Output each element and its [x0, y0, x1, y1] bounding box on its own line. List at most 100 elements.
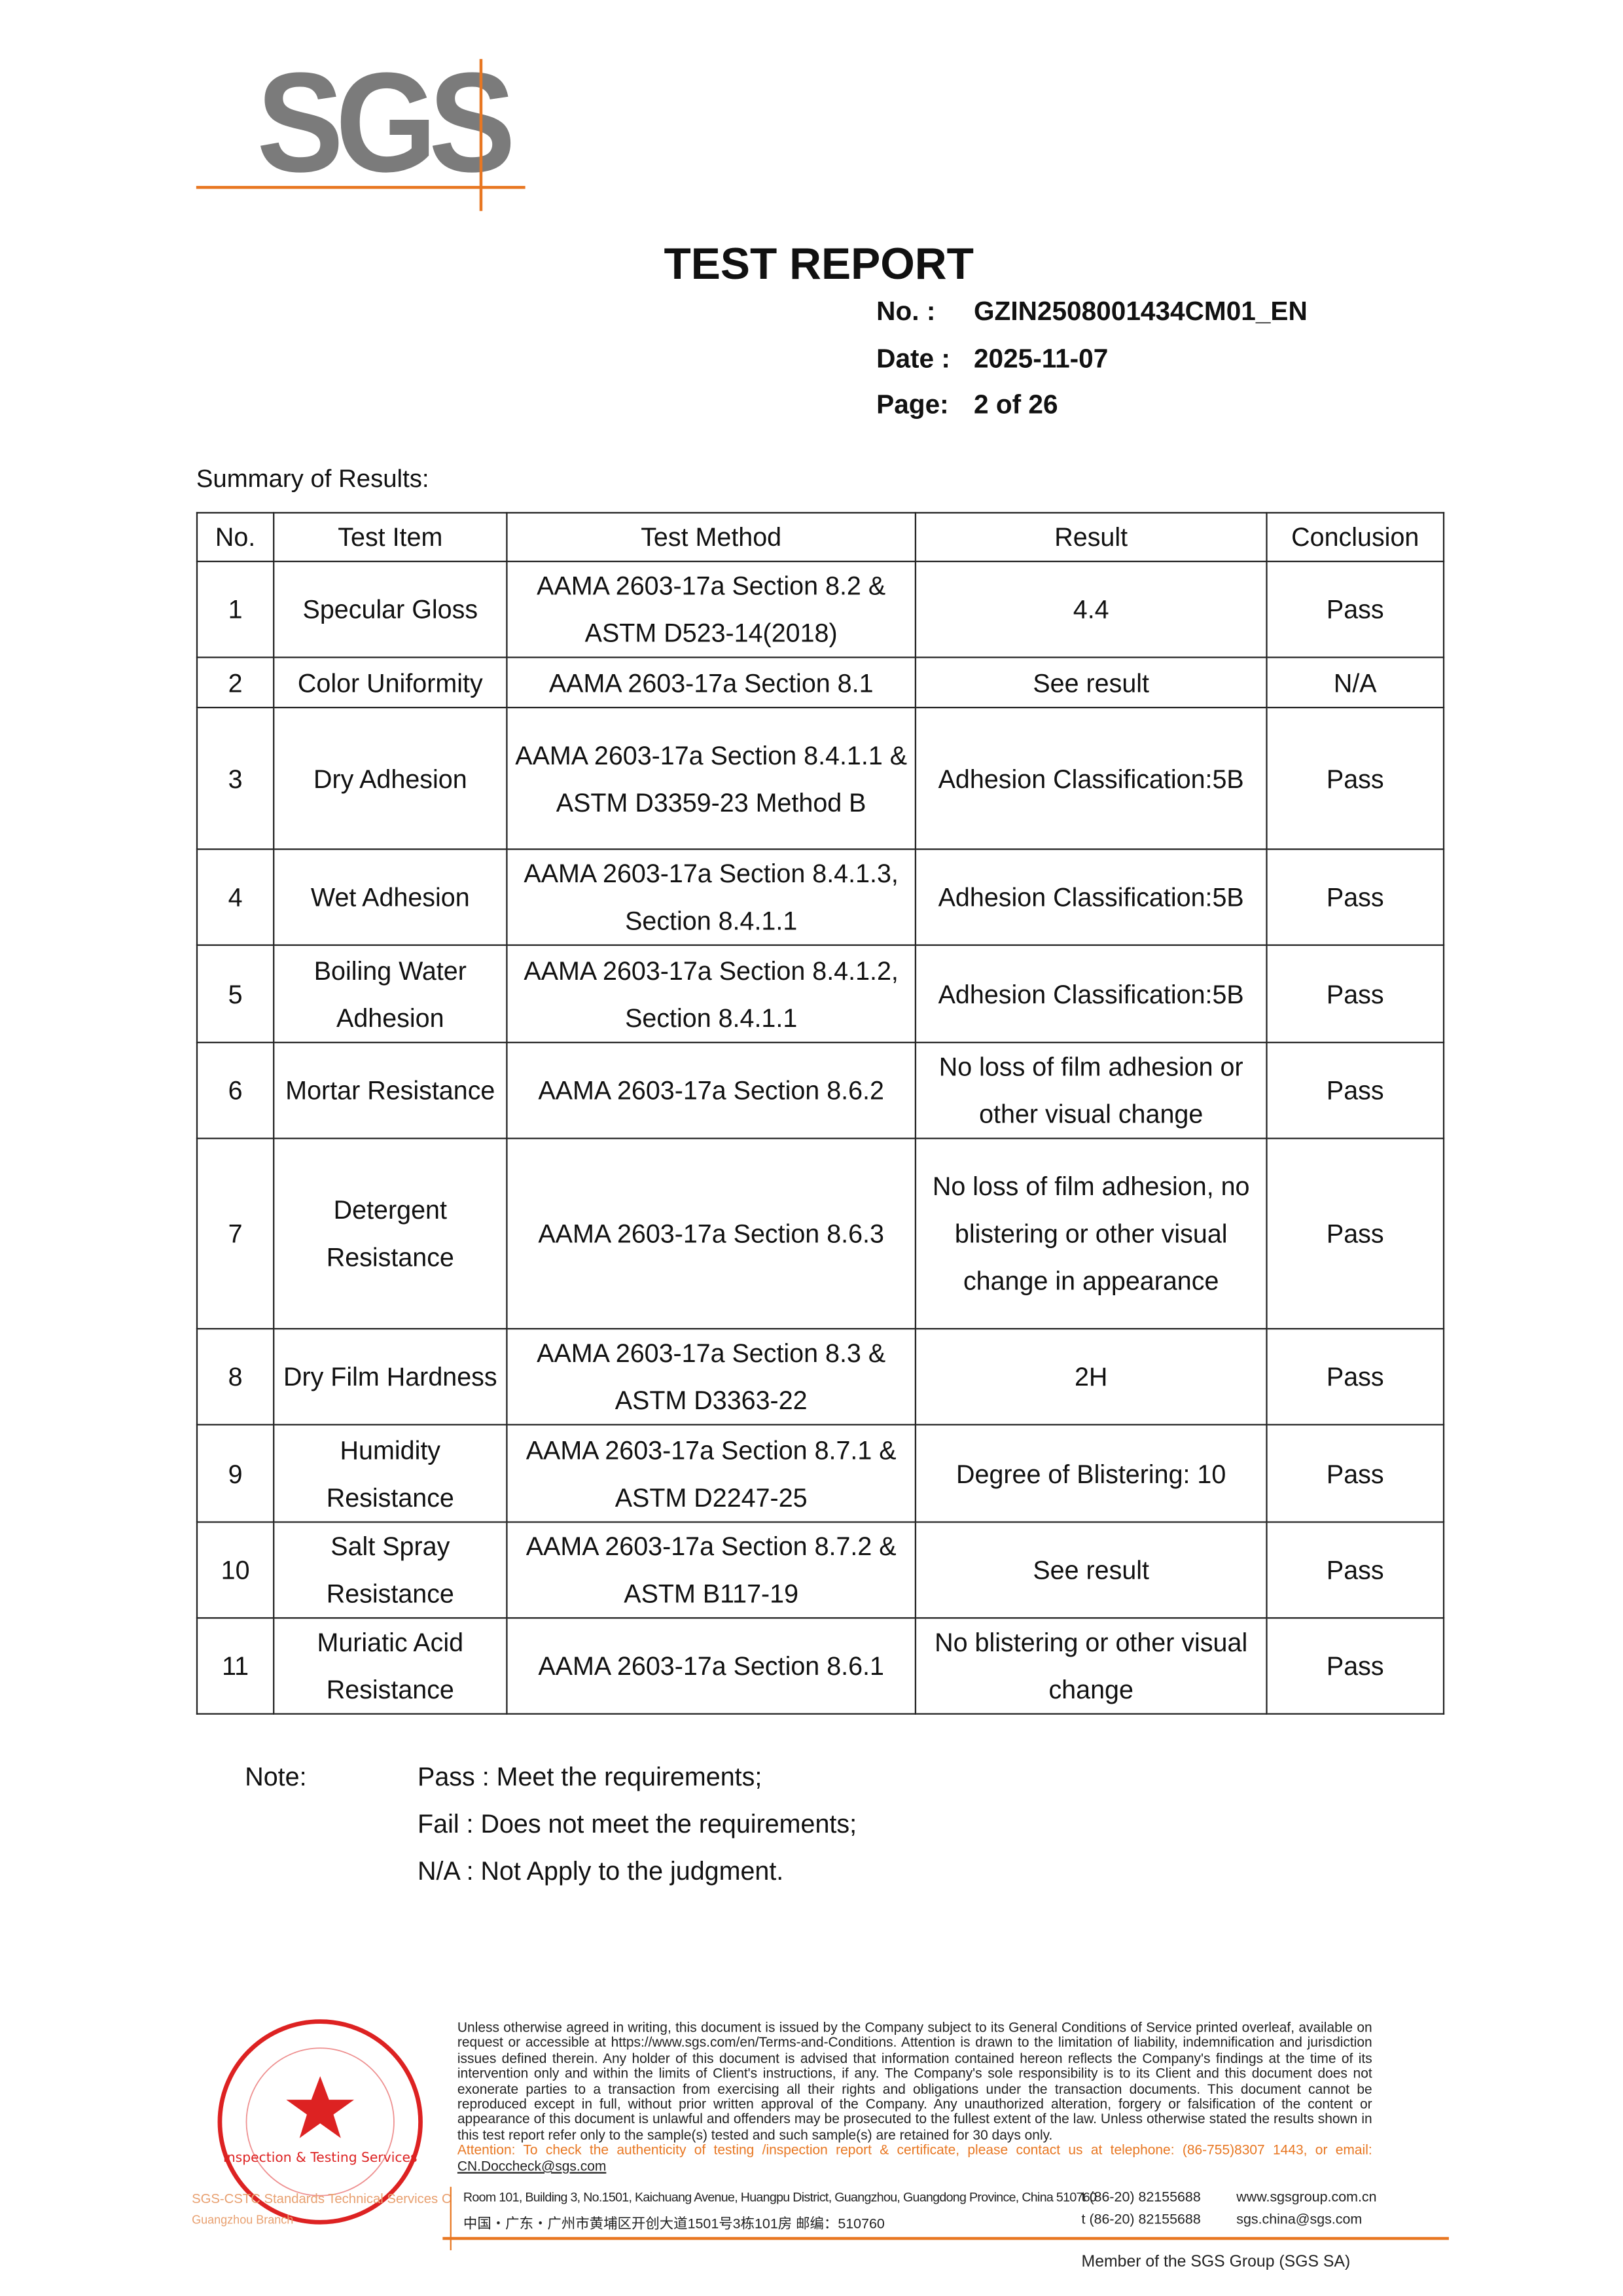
cell-test-item: Dry Adhesion — [273, 706, 508, 850]
cell-no: 10 — [196, 1521, 275, 1619]
report-number-value: GZIN2508001434CM01_EN — [973, 296, 1308, 327]
doccheck-email-link[interactable]: CN.Doccheck@sgs.com — [457, 2158, 607, 2174]
footer-vertical-line — [450, 2187, 452, 2251]
report-date-value: 2025-11-07 — [973, 344, 1109, 374]
cell-conclusion: Pass — [1266, 1617, 1445, 1715]
cell-test-method: AAMA 2603-17a Section 8.7.1 & ASTM D2247… — [506, 1424, 917, 1523]
header-test-item: Test Item — [273, 512, 508, 562]
cell-test-item: Dry Film Hardness — [273, 1328, 508, 1426]
address-en: Room 101, Building 3, No.1501, Kaichuang… — [463, 2189, 1097, 2205]
cell-test-method: AAMA 2603-17a Section 8.6.3 — [506, 1138, 917, 1330]
disclaimer: Unless otherwise agreed in writing, this… — [457, 2020, 1372, 2174]
table-row: 6 Mortar Resistance AAMA 2603-17a Section … — [196, 1041, 1445, 1139]
phone-1: t (86-20) 82155688 — [1081, 2189, 1201, 2206]
header-no: No. — [196, 512, 275, 562]
cell-test-method: AAMA 2603-17a Section 8.1 — [506, 656, 917, 709]
svg-text:Inspection & Testing Services: Inspection & Testing Services — [223, 2149, 418, 2165]
cell-result: See result — [914, 656, 1268, 709]
table-header-row: No. Test Item Test Method Result Conclus… — [196, 512, 1445, 562]
report-date: Date : 2025-11-07 — [876, 344, 1108, 374]
cell-conclusion: Pass — [1266, 944, 1445, 1043]
table-row: 5 Boiling Water Adhesion AAMA 2603-17a Sec… — [196, 944, 1445, 1043]
cell-result: No blistering or other visual change — [914, 1617, 1268, 1715]
cell-test-item: Mortar Resistance — [273, 1041, 508, 1139]
note-pass: Pass : Meet the requirements; — [418, 1761, 762, 1791]
cell-result: 2H — [914, 1328, 1268, 1426]
terms-link[interactable]: https://www.sgs.com/en/Terms-and-Conditi… — [611, 2035, 897, 2051]
cell-test-method: AAMA 2603-17a Section 8.4.1.2, Section 8… — [506, 944, 917, 1043]
summary-label: Summary of Results: — [196, 465, 429, 493]
cell-test-method: AAMA 2603-17a Section 8.3 & ASTM D3363-2… — [506, 1328, 917, 1426]
cell-result: Adhesion Classification:5B — [914, 706, 1268, 850]
report-date-label: Date : — [876, 344, 950, 374]
cell-no: 7 — [196, 1138, 275, 1330]
cell-no: 2 — [196, 656, 275, 709]
contact-email: sgs.china@sgs.com — [1236, 2212, 1363, 2229]
report-number-label: No. : — [876, 296, 936, 327]
report-page: Page: 2 of 26 — [876, 389, 1058, 420]
report-number: No. : GZIN2508001434CM01_EN — [876, 296, 1308, 327]
note-fail: Fail : Does not meet the requirements; — [418, 1809, 857, 1839]
sgs-logo: SGS — [257, 44, 516, 202]
table-row: 11 Muriatic Acid Resistance AAMA 2603-17a … — [196, 1617, 1445, 1715]
table-row: 9 Humidity Resistance AAMA 2603-17a Sectio… — [196, 1424, 1445, 1523]
cell-test-item: Specular Gloss — [273, 560, 508, 658]
cell-conclusion: Pass — [1266, 1424, 1445, 1523]
table-row: 4 Wet Adhesion AAMA 2603-17a Section 8.4.1… — [196, 848, 1445, 946]
member-text: Member of the SGS Group (SGS SA) — [1081, 2253, 1351, 2271]
cell-test-method: AAMA 2603-17a Section 8.4.1.3, Section 8… — [506, 848, 917, 946]
table-row: 8 Dry Film Hardness AAMA 2603-17a Section … — [196, 1328, 1445, 1426]
cell-no: 4 — [196, 848, 275, 946]
cell-no: 8 — [196, 1328, 275, 1426]
cell-no: 3 — [196, 706, 275, 850]
cell-no: 1 — [196, 560, 275, 658]
cell-conclusion: Pass — [1266, 560, 1445, 658]
logo-horizontal-line — [196, 186, 526, 188]
cell-test-item: Muriatic Acid Resistance — [273, 1617, 508, 1715]
table-row: 7 Detergent Resistance AAMA 2603-17a Secti… — [196, 1138, 1445, 1330]
attention-text: Attention: To check the authenticity of … — [457, 2143, 1372, 2158]
cell-no: 9 — [196, 1424, 275, 1523]
cell-test-item: Detergent Resistance — [273, 1138, 508, 1330]
note-na: N/A : Not Apply to the judgment. — [418, 1856, 784, 1886]
address-cn: 中国・广东・广州市黄埔区开创大道1501号3栋101房 邮编：510760 — [463, 2216, 885, 2233]
cell-test-method: AAMA 2603-17a Section 8.6.1 — [506, 1617, 917, 1715]
cell-conclusion: N/A — [1266, 656, 1445, 709]
cell-test-item: Boiling Water Adhesion — [273, 944, 508, 1043]
table-row: 3 Dry Adhesion AAMA 2603-17a Section 8.4.1… — [196, 706, 1445, 850]
cell-test-method: AAMA 2603-17a Section 8.6.2 — [506, 1041, 917, 1139]
cell-result: 4.4 — [914, 560, 1268, 658]
footer-horizontal-line — [442, 2236, 1449, 2240]
cell-result: No loss of film adhesion, no blistering … — [914, 1138, 1268, 1330]
cell-test-method: AAMA 2603-17a Section 8.4.1.1 & ASTM D33… — [506, 706, 917, 850]
cell-conclusion: Pass — [1266, 1328, 1445, 1426]
disclaimer-text-cont: Attention is drawn to the limitation of … — [457, 2035, 1372, 2143]
table-row: 2 Color Uniformity AAMA 2603-17a Section 8… — [196, 656, 1445, 709]
report-page-value: 2 of 26 — [973, 389, 1058, 420]
report-title: TEST REPORT — [664, 240, 974, 289]
cell-no: 6 — [196, 1041, 275, 1139]
note-label: Note: — [245, 1761, 307, 1791]
cell-conclusion: Pass — [1266, 1041, 1445, 1139]
cell-test-method: AAMA 2603-17a Section 8.2 & ASTM D523-14… — [506, 560, 917, 658]
cell-test-item: Humidity Resistance — [273, 1424, 508, 1523]
cell-no: 11 — [196, 1617, 275, 1715]
header-conclusion: Conclusion — [1266, 512, 1445, 562]
cell-test-item: Color Uniformity — [273, 656, 508, 709]
cell-result: Adhesion Classification:5B — [914, 944, 1268, 1043]
cell-result: Degree of Blistering: 10 — [914, 1424, 1268, 1523]
table-row: 10 Salt Spray Resistance AAMA 2603-17a Sec… — [196, 1521, 1445, 1619]
svg-text:SGS-CSTC Standards Technical S: SGS-CSTC Standards Technical Services Co… — [192, 2192, 450, 2206]
cell-result: Adhesion Classification:5B — [914, 848, 1268, 946]
cell-result: No loss of film adhesion or other visual… — [914, 1041, 1268, 1139]
phone-2: t (86-20) 82155688 — [1081, 2212, 1201, 2229]
header-test-method: Test Method — [506, 512, 917, 562]
results-table: No. Test Item Test Method Result Conclus… — [196, 512, 1445, 1715]
header-result: Result — [914, 512, 1268, 562]
company-stamp: Inspection & Testing Services SGS-CSTC S… — [192, 2019, 450, 2227]
cell-conclusion: Pass — [1266, 848, 1445, 946]
website: www.sgsgroup.com.cn — [1236, 2189, 1377, 2206]
svg-text:Guangzhou Branch: Guangzhou Branch — [192, 2214, 293, 2227]
cell-conclusion: Pass — [1266, 706, 1445, 850]
